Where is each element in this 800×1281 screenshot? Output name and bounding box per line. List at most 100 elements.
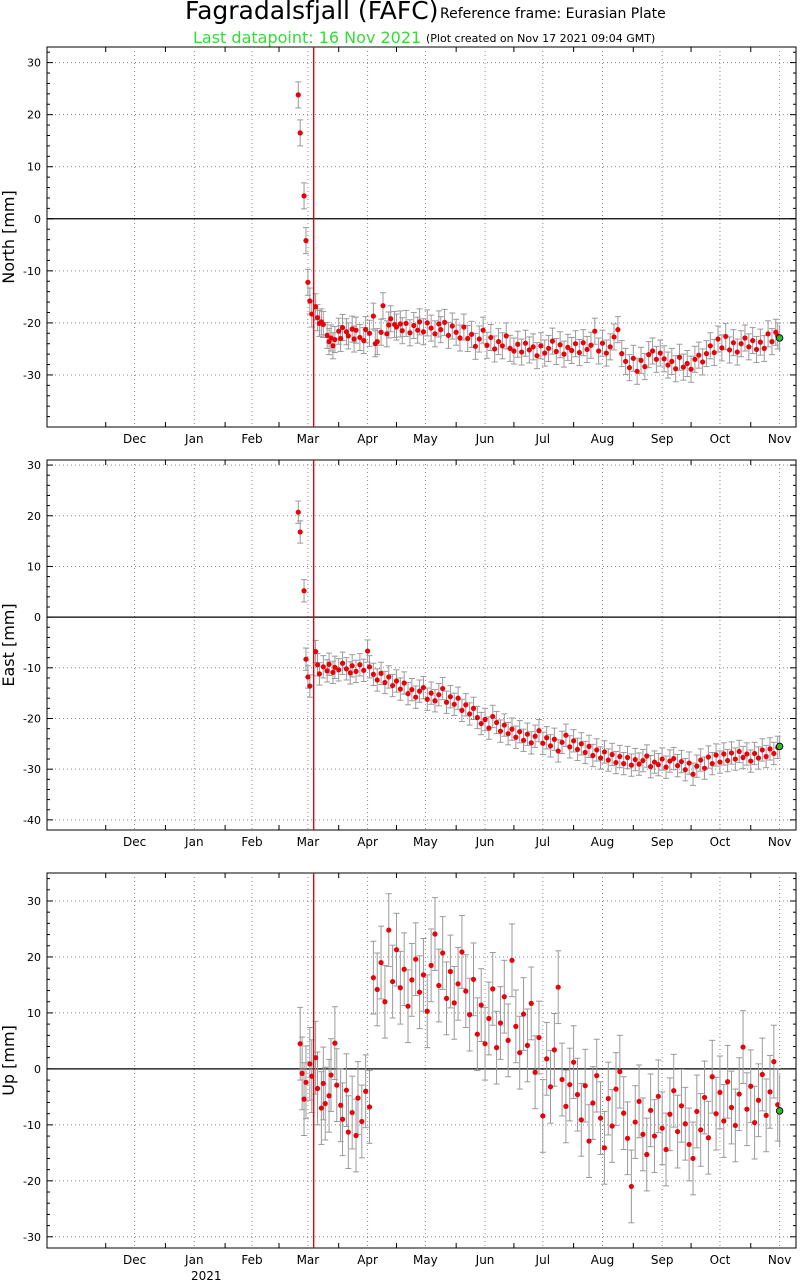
x-tick-label: Apr [357,432,378,446]
x-tick-label: Sep [651,835,674,849]
x-tick-label: Dec [123,1253,146,1267]
data-point [520,1011,527,1017]
data-point [349,1109,355,1116]
data-point [390,978,396,985]
data-point [428,962,434,968]
y-tick-label: -30 [23,763,41,776]
data-point [380,303,386,309]
data-point [569,347,575,354]
data-point [609,1123,615,1129]
data-point [726,347,733,353]
data-point [488,334,494,341]
data-point [632,756,638,763]
data-point [678,1103,685,1109]
data-point [305,279,311,285]
data-point [771,750,777,757]
data-point [370,313,376,319]
data-point [728,1104,735,1111]
data-point [648,1107,654,1113]
data-point [307,298,313,304]
data-point [555,984,561,990]
data-point [416,989,423,995]
data-point [671,755,677,762]
data-point [574,746,581,753]
data-point [415,327,421,333]
data-point [663,1146,669,1153]
data-point [763,1112,769,1118]
x-tick-label: Oct [710,835,731,849]
data-point [752,750,758,757]
data-point [584,346,590,353]
data-point [397,321,403,327]
data-point [295,92,301,98]
data-point [599,340,606,346]
y-tick-label: 20 [27,510,41,523]
data-point [397,985,403,991]
data-point [532,1069,538,1075]
y-tick-label: 30 [27,459,41,472]
data-point [451,1000,457,1006]
data-point [746,344,752,350]
data-point [563,1103,569,1109]
data-point [667,758,673,764]
data-point [359,1118,365,1125]
data-point [717,1089,723,1096]
data-point [615,327,621,333]
last-data-point [775,742,784,751]
data-point [701,765,708,771]
data-point [393,324,400,330]
data-point [565,344,571,350]
x-tick-label: Jan [184,432,204,446]
data-point [416,319,423,325]
data-point [336,328,342,334]
y-tick-label: 20 [27,109,41,122]
data-point [524,731,530,737]
x-tick-label: Jan [184,835,204,849]
data-point [592,328,598,334]
data-point [642,364,648,370]
data-point [432,331,438,337]
data-point [648,764,654,770]
last-data-point [775,1107,784,1115]
data-point [576,349,582,356]
data-point [684,360,690,367]
x-tick-label: Sep [651,432,674,446]
data-point [499,343,505,349]
data-point [605,1095,611,1102]
data-point [443,995,450,1001]
data-point [636,761,642,767]
data-point [470,976,477,982]
data-point [730,340,737,346]
y-axis-label: North [mm] [0,190,18,284]
data-point [357,662,363,668]
y-tick-label: -10 [23,1119,41,1132]
data-point [709,761,715,767]
data-point [703,351,710,357]
x-tick-label: Feb [241,432,262,446]
data-point [307,1061,313,1067]
data-point [567,1081,573,1088]
x-tick-label: Aug [591,835,614,849]
x-tick-label: May [413,1253,438,1267]
data-point [320,1080,326,1087]
data-point [305,674,311,680]
data-point [755,755,762,761]
data-point [382,999,388,1005]
data-point [665,362,671,368]
data-point [338,1102,344,1108]
y-tick-label: -30 [23,369,41,382]
data-point [644,753,650,759]
data-point [405,1003,411,1009]
data-point [324,668,330,674]
data-point [513,734,519,740]
data-point [511,348,517,354]
data-point [723,333,729,340]
data-point [732,756,738,762]
data-point [399,328,405,334]
data-point [611,334,617,340]
x-tick-label: Sep [651,1253,674,1267]
data-point [461,324,467,330]
data-point [303,238,309,244]
data-point [692,356,698,362]
